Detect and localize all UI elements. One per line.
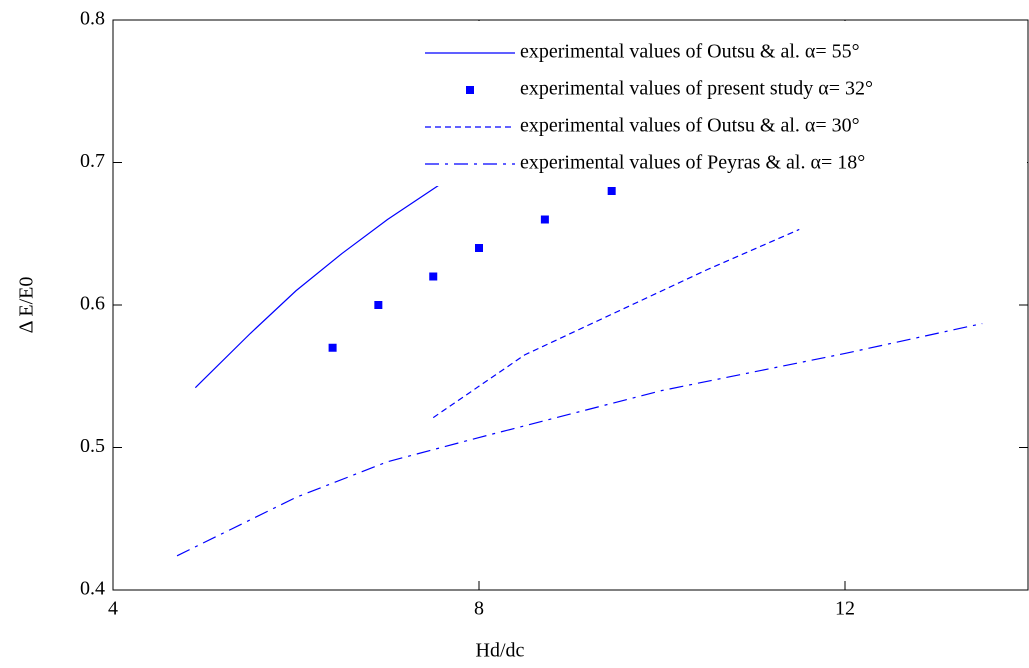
plot-frame	[112, 19, 1029, 591]
marker	[328, 343, 337, 352]
marker	[429, 272, 438, 281]
x-tick-label: 4	[108, 598, 118, 620]
marker	[607, 187, 616, 195]
series-line	[176, 322, 983, 557]
legend-box	[418, 21, 1027, 186]
legend-marker	[466, 86, 474, 94]
x-tick-label: 12	[835, 598, 855, 620]
legend-label: experimental values of Outsu & al. α= 30…	[520, 115, 860, 137]
series-line	[194, 176, 452, 389]
legend-label: experimental values of Peyras & al. α= 1…	[520, 152, 865, 174]
y-tick-label: 0.5	[80, 435, 105, 457]
x-tick-label: 8	[474, 598, 484, 620]
marker	[374, 301, 383, 309]
marker	[475, 244, 483, 252]
y-tick-label: 0.4	[80, 578, 105, 600]
y-tick-label: 0.8	[80, 8, 105, 30]
y-axis-label: Δ E/E0	[16, 277, 38, 334]
x-axis-label: Hd/dc	[476, 640, 525, 662]
y-tick-label: 0.6	[80, 293, 105, 315]
marker	[540, 215, 549, 224]
series-line	[432, 228, 800, 419]
y-tick-label: 0.7	[80, 150, 105, 172]
legend-label: experimental values of Outsu & al. α= 55…	[520, 41, 860, 63]
legend-label: experimental values of present study α= …	[520, 78, 873, 100]
